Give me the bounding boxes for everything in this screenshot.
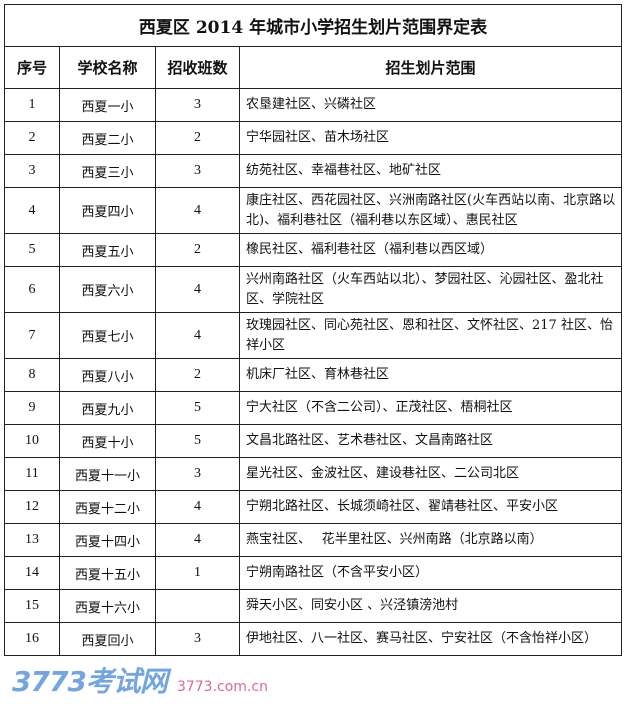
table-row: 9 西夏九小 5 宁大社区（不含二公司）、正茂社区、梧桐社区 xyxy=(4,391,622,425)
enrollment-area: 伊地社区、八一社区、赛马社区、宁安社区（不含怡祥小区） xyxy=(239,622,622,656)
school-name: 西夏一小 xyxy=(59,88,156,122)
row-number: 13 xyxy=(4,523,60,557)
watermark: 3773考试网 3773.com.cn xyxy=(12,660,626,700)
watermark-logo: 3773考试网 xyxy=(12,665,168,698)
row-number: 4 xyxy=(4,187,60,234)
table-row: 13 西夏十四小 4 燕宝社区、 花半里社区、兴州南路（北京路以南） xyxy=(4,523,622,557)
enrollment-area: 兴州南路社区（火车西站以北）、梦园社区、沁园社区、盈北社区、学院社区 xyxy=(239,266,622,313)
class-count: 4 xyxy=(155,490,240,524)
class-count: 1 xyxy=(155,556,240,590)
class-count: 4 xyxy=(155,523,240,557)
table-row: 1 西夏一小 3 农垦建社区、兴磷社区 xyxy=(4,88,622,122)
table-row: 2 西夏二小 2 宁华园社区、苗木场社区 xyxy=(4,121,622,155)
enrollment-area: 宁华园社区、苗木场社区 xyxy=(239,121,622,155)
school-name: 西夏回小 xyxy=(59,622,156,656)
school-name: 西夏十小 xyxy=(59,424,156,458)
header-classes: 招收班数 xyxy=(155,46,240,89)
row-number: 9 xyxy=(4,391,60,425)
enrollment-area: 农垦建社区、兴磷社区 xyxy=(239,88,622,122)
table-row: 7 西夏七小 4 玫瑰园社区、同心苑社区、恩和社区、文怀社区、217 社区、怡祥小区 xyxy=(4,312,622,359)
school-name: 西夏三小 xyxy=(59,154,156,188)
school-name: 西夏六小 xyxy=(59,266,156,313)
school-name: 西夏二小 xyxy=(59,121,156,155)
row-number: 14 xyxy=(4,556,60,590)
enrollment-area: 纺苑社区、幸福巷社区、地矿社区 xyxy=(239,154,622,188)
table-row: 8 西夏八小 2 机床厂社区、育林巷社区 xyxy=(4,358,622,392)
class-count: 2 xyxy=(155,358,240,392)
class-count: 2 xyxy=(155,233,240,267)
table-row: 10 西夏十小 5 文昌北路社区、艺术巷社区、文昌南路社区 xyxy=(4,424,622,458)
row-number: 11 xyxy=(4,457,60,491)
school-name: 西夏十五小 xyxy=(59,556,156,590)
class-count: 4 xyxy=(155,312,240,359)
table-row: 14 西夏十五小 1 宁朔南路社区（不含平安小区） xyxy=(4,556,622,590)
row-number: 6 xyxy=(4,266,60,313)
row-number: 5 xyxy=(4,233,60,267)
school-name: 西夏五小 xyxy=(59,233,156,267)
enrollment-area: 宁朔南路社区（不含平安小区） xyxy=(239,556,622,590)
row-number: 8 xyxy=(4,358,60,392)
table-row: 12 西夏十二小 4 宁朔北路社区、长城须崎社区、翟靖巷社区、平安小区 xyxy=(4,490,622,524)
row-number: 16 xyxy=(4,622,60,656)
school-name: 西夏七小 xyxy=(59,312,156,359)
table-row: 6 西夏六小 4 兴州南路社区（火车西站以北）、梦园社区、沁园社区、盈北社区、学院社区 xyxy=(4,266,622,313)
enrollment-area: 机床厂社区、育林巷社区 xyxy=(239,358,622,392)
enrollment-area: 玫瑰园社区、同心苑社区、恩和社区、文怀社区、217 社区、怡祥小区 xyxy=(239,312,622,359)
table-row: 4 西夏四小 4 康庄社区、西花园社区、兴洲南路社区(火车西站以南、北京路以北)、福利… xyxy=(4,187,622,234)
class-count: 5 xyxy=(155,391,240,425)
school-name: 西夏十一小 xyxy=(59,457,156,491)
enrollment-area: 燕宝社区、 花半里社区、兴州南路（北京路以南） xyxy=(239,523,622,557)
class-count: 4 xyxy=(155,187,240,234)
table-row: 15 西夏十六小 舜天小区、同安小区 、兴泾镇滂池村 xyxy=(4,589,622,623)
enrollment-area: 橡民社区、福利巷社区（福利巷以西区域） xyxy=(239,233,622,267)
row-number: 2 xyxy=(4,121,60,155)
enrollment-area: 康庄社区、西花园社区、兴洲南路社区(火车西站以南、北京路以北)、福利巷社区（福利… xyxy=(239,187,622,234)
table-row: 16 西夏回小 3 伊地社区、八一社区、赛马社区、宁安社区（不含怡祥小区） xyxy=(4,622,622,656)
header-school: 学校名称 xyxy=(59,46,156,89)
school-name: 西夏四小 xyxy=(59,187,156,234)
table-row: 5 西夏五小 2 橡民社区、福利巷社区（福利巷以西区域） xyxy=(4,233,622,267)
school-name: 西夏八小 xyxy=(59,358,156,392)
table-row: 3 西夏三小 3 纺苑社区、幸福巷社区、地矿社区 xyxy=(4,154,622,188)
class-count: 3 xyxy=(155,457,240,491)
class-count: 2 xyxy=(155,121,240,155)
enrollment-table: 西夏区 2014 年城市小学招生划片范围界定表 序号 学校名称 招收班数 招生划… xyxy=(4,4,622,656)
enrollment-area: 星光社区、金波社区、建设巷社区、二公司北区 xyxy=(239,457,622,491)
enrollment-area: 宁大社区（不含二公司）、正茂社区、梧桐社区 xyxy=(239,391,622,425)
school-name: 西夏十二小 xyxy=(59,490,156,524)
row-number: 12 xyxy=(4,490,60,524)
row-number: 7 xyxy=(4,312,60,359)
row-number: 15 xyxy=(4,589,60,623)
class-count: 3 xyxy=(155,88,240,122)
table-title: 西夏区 2014 年城市小学招生划片范围界定表 xyxy=(4,4,622,47)
row-number: 10 xyxy=(4,424,60,458)
header-no: 序号 xyxy=(4,46,60,89)
class-count: 4 xyxy=(155,266,240,313)
header-row: 序号 学校名称 招收班数 招生划片范围 xyxy=(4,46,622,89)
class-count: 3 xyxy=(155,622,240,656)
watermark-url: 3773.com.cn xyxy=(176,679,268,695)
class-count xyxy=(155,589,240,623)
enrollment-area: 文昌北路社区、艺术巷社区、文昌南路社区 xyxy=(239,424,622,458)
row-number: 1 xyxy=(4,88,60,122)
class-count: 3 xyxy=(155,154,240,188)
school-name: 西夏十四小 xyxy=(59,523,156,557)
enrollment-area: 舜天小区、同安小区 、兴泾镇滂池村 xyxy=(239,589,622,623)
school-name: 西夏九小 xyxy=(59,391,156,425)
class-count: 5 xyxy=(155,424,240,458)
row-number: 3 xyxy=(4,154,60,188)
school-name: 西夏十六小 xyxy=(59,589,156,623)
enrollment-area: 宁朔北路社区、长城须崎社区、翟靖巷社区、平安小区 xyxy=(239,490,622,524)
table-row: 11 西夏十一小 3 星光社区、金波社区、建设巷社区、二公司北区 xyxy=(4,457,622,491)
header-area: 招生划片范围 xyxy=(239,46,622,89)
